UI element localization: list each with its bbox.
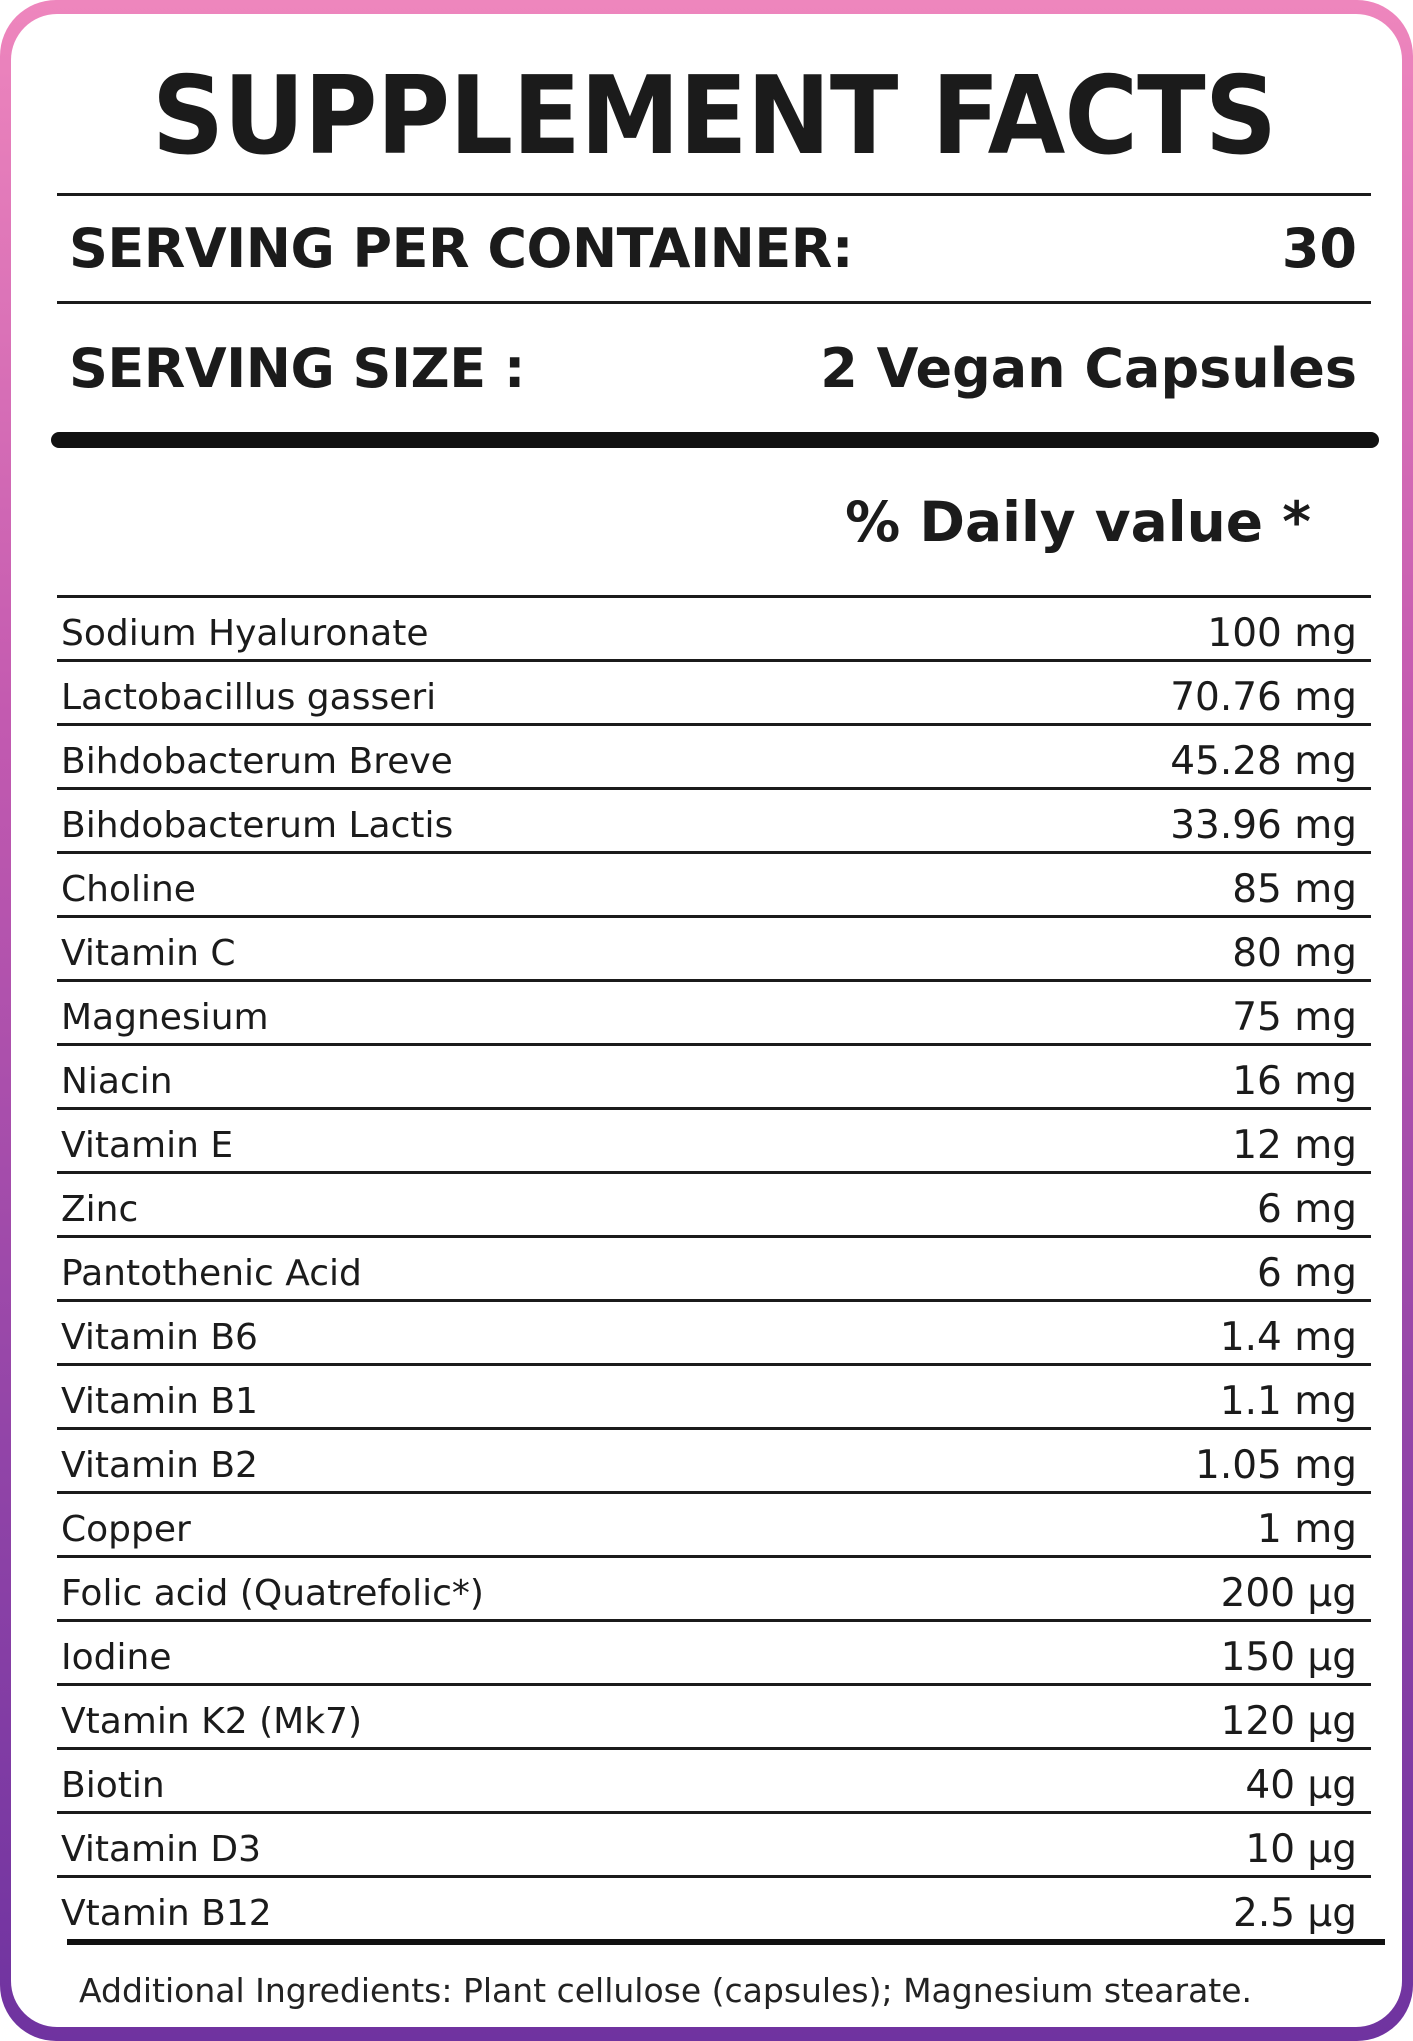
nutrient-name: Iodine [61,1637,172,1678]
nutrient-row: Vitamin E 12 mg [57,1110,1371,1174]
nutrient-row: Vtamin B12 2.5 µg [57,1878,1371,1939]
nutrient-name: Vitamin E [61,1125,234,1166]
nutrient-name: Magnesium [61,997,269,1038]
nutrient-name: Folic acid (Quatrefolic*) [61,1573,484,1614]
nutrient-name: Vitamin B1 [61,1381,258,1422]
nutrient-amount: 1 mg [1257,1507,1357,1552]
nutrient-table: Sodium Hyaluronate 100 mg Lactobacillus ga… [57,598,1371,1939]
nutrient-row: Lactobacillus gasseri 70.76 mg [57,662,1371,726]
nutrient-name: Sodium Hyaluronate [61,613,429,654]
nutrient-name: Vitamin C [61,933,236,974]
nutrient-row: Vitamin B6 1.4 mg [57,1302,1371,1366]
thick-divider [51,432,1379,448]
nutrient-row: Magnesium 75 mg [57,982,1371,1046]
nutrient-name: Bihdobacterum Breve [61,741,453,782]
bottom-divider [67,1939,1385,1945]
additional-ingredients: Additional Ingredients: Plant cellulose … [79,1971,1253,2010]
nutrient-row: Bihdobacterum Lactis 33.96 mg [57,790,1371,854]
nutrient-row: Bihdobacterum Breve 45.28 mg [57,726,1371,790]
serving-per-container-row: SERVING PER CONTAINER: 30 [57,196,1371,301]
nutrient-row: Vitamin B1 1.1 mg [57,1366,1371,1430]
nutrient-amount: 150 µg [1220,1635,1357,1680]
nutrient-name: Copper [61,1509,191,1550]
serving-size-row: SERVING SIZE : 2 Vegan Capsules [57,304,1371,432]
nutrient-name: Choline [61,869,196,910]
divider [57,595,1371,598]
nutrient-amount: 70.76 mg [1170,675,1357,720]
nutrient-amount: 40 µg [1245,1763,1357,1808]
nutrient-row: Niacin 16 mg [57,1046,1371,1110]
nutrient-name: Vitamin B6 [61,1317,258,1358]
nutrient-row: Biotin 40 µg [57,1750,1371,1814]
nutrient-row: Pantothenic Acid 6 mg [57,1238,1371,1302]
nutrient-amount: 33.96 mg [1170,803,1357,848]
nutrient-name: Bihdobacterum Lactis [61,805,454,846]
nutrient-amount: 2.5 µg [1233,1891,1357,1936]
divider [57,301,1371,304]
nutrient-amount: 100 mg [1207,611,1357,656]
nutrient-name: Vitamin D3 [61,1829,261,1870]
serving-per-container-label: SERVING PER CONTAINER: [69,217,853,280]
serving-size-value: 2 Vegan Capsules [820,336,1357,400]
nutrient-name: Lactobacillus gasseri [61,677,437,718]
nutrient-amount: 45.28 mg [1170,739,1357,784]
nutrient-amount: 1.4 mg [1219,1315,1357,1360]
nutrient-name: Biotin [61,1765,165,1806]
nutrient-amount: 6 mg [1257,1187,1357,1232]
nutrient-amount: 120 µg [1220,1699,1357,1744]
nutrient-name: Pantothenic Acid [61,1253,362,1294]
nutrient-amount: 10 µg [1245,1827,1357,1872]
nutrient-amount: 85 mg [1232,867,1357,912]
serving-size-label: SERVING SIZE : [69,336,525,400]
nutrient-row: Copper 1 mg [57,1494,1371,1558]
nutrient-row: Folic acid (Quatrefolic*) 200 µg [57,1558,1371,1622]
nutrient-row: Sodium Hyaluronate 100 mg [57,598,1371,662]
serving-per-container-value: 30 [1281,217,1357,280]
nutrient-row: Vitamin B2 1.05 mg [57,1430,1371,1494]
nutrient-name: Vtamin B12 [61,1893,272,1934]
nutrient-amount: 6 mg [1257,1251,1357,1296]
nutrient-amount: 1.1 mg [1219,1379,1357,1424]
page-title: SUPPLEMENT FACTS [151,54,1277,179]
nutrient-amount: 75 mg [1232,995,1357,1040]
nutrient-row: Vitamin C 80 mg [57,918,1371,982]
nutrient-row: Iodine 150 µg [57,1622,1371,1686]
nutrient-row: Choline 85 mg [57,854,1371,918]
nutrient-name: Niacin [61,1061,173,1102]
label-panel: SUPPLEMENT FACTS SERVING PER CONTAINER: … [11,14,1402,2027]
nutrient-amount: 12 mg [1232,1123,1357,1168]
nutrient-amount: 200 µg [1220,1571,1357,1616]
divider [57,193,1371,196]
nutrient-row: Vtamin K2 (Mk7) 120 µg [57,1686,1371,1750]
nutrient-amount: 1.05 mg [1195,1443,1357,1488]
nutrient-row: Zinc 6 mg [57,1174,1371,1238]
nutrient-name: Vitamin B2 [61,1445,258,1486]
nutrient-amount: 80 mg [1232,931,1357,976]
supplement-facts-content: SUPPLEMENT FACTS SERVING PER CONTAINER: … [51,14,1385,2010]
nutrient-name: Zinc [61,1189,139,1230]
daily-value-header: % Daily value * [845,489,1311,554]
nutrient-name: Vtamin K2 (Mk7) [61,1701,362,1742]
nutrient-amount: 16 mg [1232,1059,1357,1104]
nutrient-row: Vitamin D3 10 µg [57,1814,1371,1878]
